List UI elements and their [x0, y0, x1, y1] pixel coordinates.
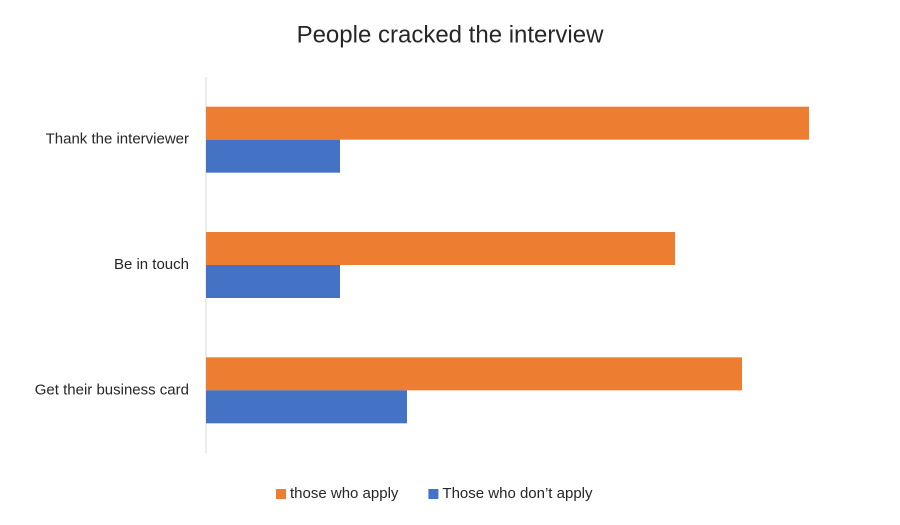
- legend-swatch: [276, 489, 286, 499]
- y-tick-label: Get their business card: [35, 381, 189, 398]
- y-tick-label: Thank the interviewer: [46, 131, 189, 148]
- chart-title: People cracked the interview: [297, 21, 605, 48]
- legend-label: Those who don’t apply: [442, 485, 593, 502]
- bar: [206, 232, 675, 265]
- y-tick-label: Be in touch: [114, 256, 189, 273]
- bar: [206, 139, 340, 173]
- bar: [206, 106, 809, 140]
- bar: [206, 265, 340, 298]
- bar: [206, 357, 742, 391]
- legend-label: those who apply: [290, 485, 399, 502]
- legend-swatch: [428, 489, 439, 499]
- bar: [206, 390, 407, 424]
